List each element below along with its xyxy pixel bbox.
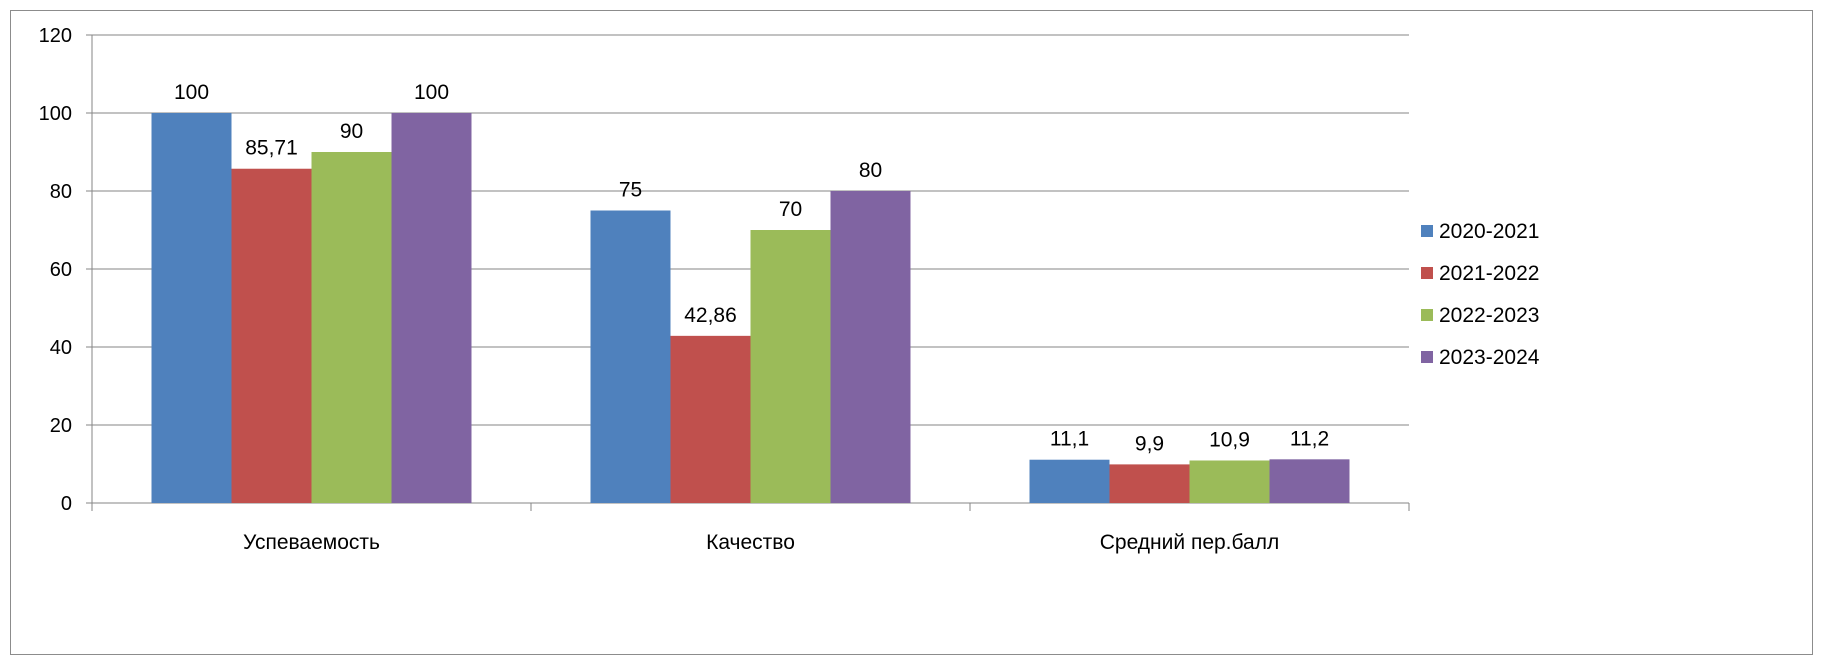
legend-swatch-2022-2023 bbox=[1421, 309, 1433, 321]
y-tick-label-0: 0 bbox=[61, 493, 72, 515]
bar-2023-2024-1 bbox=[830, 191, 911, 503]
y-tick-label-80: 80 bbox=[50, 181, 72, 203]
bar-2023-2024-0 bbox=[391, 113, 472, 503]
bar-2022-2023-0 bbox=[311, 152, 392, 503]
bar-chart: 0 20 40 60 80 100 120 100 85,71 90 100 Успеваемость… bbox=[39, 25, 1540, 554]
bar-2021-2022-0 bbox=[231, 168, 312, 503]
data-label-2021-2022-1: 42,86 bbox=[684, 304, 737, 327]
bar-2023-2024-2 bbox=[1269, 459, 1350, 503]
legend-swatch-2020-2021 bbox=[1421, 225, 1433, 237]
data-label-2020-2021-1: 75 bbox=[619, 179, 642, 202]
data-label-2022-2023-1: 70 bbox=[779, 198, 802, 221]
category-label-0: Успеваемость bbox=[243, 531, 380, 554]
data-label-2023-2024-1: 80 bbox=[859, 159, 882, 182]
bar-2021-2022-2 bbox=[1109, 464, 1190, 503]
y-tick-label-100: 100 bbox=[39, 103, 72, 125]
legend-label-2021-2022: 2021-2022 bbox=[1439, 262, 1539, 285]
data-label-2023-2024-2: 11,2 bbox=[1290, 427, 1329, 450]
y-tick-label-120: 120 bbox=[39, 25, 72, 47]
category-label-1: Качество bbox=[706, 531, 795, 554]
bar-2021-2022-1 bbox=[670, 335, 751, 503]
data-label-2022-2023-0: 90 bbox=[340, 120, 363, 143]
y-tick-label-40: 40 bbox=[50, 337, 72, 359]
data-label-2020-2021-2: 11,1 bbox=[1050, 428, 1089, 451]
bar-2020-2021-0 bbox=[151, 113, 232, 503]
legend-swatch-2023-2024 bbox=[1421, 351, 1433, 363]
bar-2020-2021-1 bbox=[590, 210, 671, 503]
legend-label-2023-2024: 2023-2024 bbox=[1439, 346, 1540, 369]
legend-swatch-2021-2022 bbox=[1421, 267, 1433, 279]
y-tick-label-60: 60 bbox=[50, 259, 72, 281]
chart-frame: 0 20 40 60 80 100 120 100 85,71 90 100 Успеваемость… bbox=[10, 10, 1813, 655]
data-label-2021-2022-0: 85,71 bbox=[245, 137, 298, 160]
legend-label-2020-2021: 2020-2021 bbox=[1439, 220, 1539, 243]
bar-2022-2023-1 bbox=[750, 230, 831, 503]
category-label-2: Средний пер.балл bbox=[1100, 531, 1280, 554]
bar-2022-2023-2 bbox=[1189, 460, 1270, 503]
data-label-2020-2021-0: 100 bbox=[174, 81, 209, 104]
legend-label-2022-2023: 2022-2023 bbox=[1439, 304, 1539, 327]
data-label-2021-2022-2: 9,9 bbox=[1135, 432, 1164, 455]
data-label-2022-2023-2: 10,9 bbox=[1209, 428, 1250, 451]
bar-2020-2021-2 bbox=[1029, 459, 1110, 503]
y-tick-label-20: 20 bbox=[50, 415, 72, 437]
data-label-2023-2024-0: 100 bbox=[414, 81, 449, 104]
